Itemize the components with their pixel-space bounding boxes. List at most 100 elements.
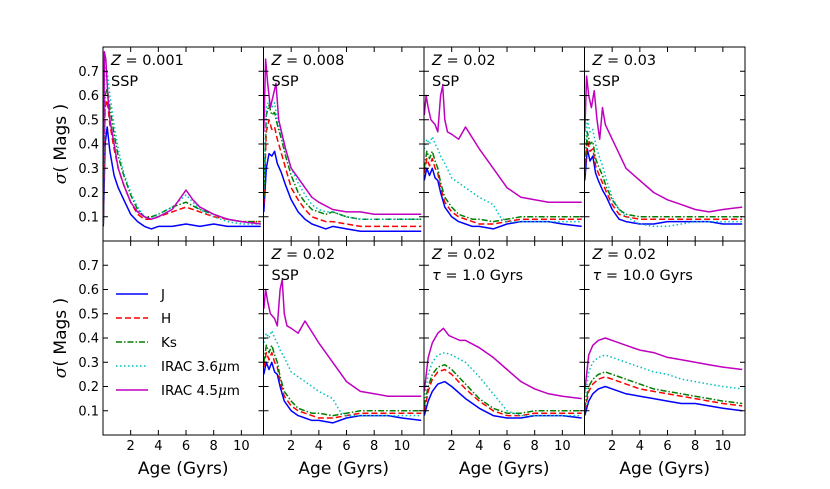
x-tick-label: 8 — [370, 439, 378, 454]
series-line-irac-4-5-m — [584, 337, 743, 392]
y-tick-label: 0.1 — [78, 210, 99, 225]
x-tick-label: 8 — [210, 439, 218, 454]
series-line-irac-4-5-m — [424, 85, 582, 203]
series-line-ks — [263, 344, 422, 417]
x-tick-label: 6 — [182, 439, 190, 454]
x-axis-label: Age (Gyrs) — [138, 459, 229, 479]
panel-5: 0.1 0.2 0.3 0.4 0.5 0.6 0.7 2 4 6 8 10 JH Ks IRAC 3.6μ… — [78, 240, 264, 454]
series-line-irac-4-5-m — [424, 327, 582, 400]
panel-metallicity-label: Z = 0.03 — [592, 53, 657, 69]
y-tick-label: 0.4 — [78, 138, 99, 153]
y-tick-label: 0.2 — [78, 380, 99, 395]
x-tick-label: 2 — [448, 439, 456, 454]
legend-entry: H — [161, 311, 171, 327]
panel-frame — [102, 240, 264, 436]
y-tick-label: 0.2 — [78, 186, 99, 201]
x-tick-label: 2 — [608, 439, 616, 454]
panel-7: 2 4 6 8 10 Z = 0.02 τ = 1.0 Gyrs — [423, 240, 585, 454]
series-line-h — [584, 138, 743, 220]
series-line-h — [584, 376, 743, 411]
series-line-j — [263, 361, 422, 424]
x-tick-label: 6 — [342, 439, 350, 454]
panel-model-label: SSP — [111, 74, 138, 90]
x-tick-label: 10 — [233, 439, 250, 454]
x-tick-label: 6 — [503, 439, 511, 454]
x-axis-label: Age (Gyrs) — [619, 459, 710, 479]
x-tick-label: 2 — [127, 439, 135, 454]
x-tick-label: 4 — [636, 439, 644, 454]
x-tick-label: 4 — [154, 439, 162, 454]
panel-1: 0.1 0.2 0.3 0.4 0.5 0.6 0.7 Z = 0.001 SSP — [78, 46, 264, 242]
panel-6: 2 4 6 8 10 Z = 0.02 SSP — [263, 240, 425, 454]
x-tick-label: 4 — [315, 439, 323, 454]
series-line-irac-4-5-m — [263, 58, 422, 216]
series-line-ks — [424, 363, 582, 414]
panel-metallicity-label: Z = 0.008 — [271, 53, 345, 69]
y-tick-label: 0.3 — [78, 356, 99, 371]
series-line-irac-4-5-m — [584, 75, 743, 213]
legend-entry: Ks — [161, 335, 177, 351]
panel-metallicity-label: Z = 0.02 — [271, 247, 336, 263]
series-line-irac-4-5-m — [263, 279, 422, 397]
panel-model-label: SSP — [272, 268, 299, 284]
y-axis-label: σ( Mags ) — [51, 104, 71, 184]
y-tick-label: 0.7 — [78, 65, 99, 80]
panel-model-label: τ = 1.0 Gyrs — [432, 268, 523, 284]
series-line-ks — [584, 131, 743, 218]
series-line-h — [424, 157, 582, 225]
y-tick-label: 0.1 — [78, 404, 99, 419]
series-line-ks — [263, 104, 422, 220]
panel-metallicity-label: Z = 0.001 — [110, 53, 184, 69]
x-tick-label: 10 — [394, 439, 411, 454]
panel-model-label: SSP — [272, 74, 299, 90]
y-tick-label: 0.4 — [78, 332, 99, 347]
series-line-irac-3-6-m — [424, 135, 582, 223]
x-axis-label: Age (Gyrs) — [459, 459, 550, 479]
series-line-j — [263, 150, 422, 233]
x-axis-label: Age (Gyrs) — [298, 459, 389, 479]
y-tick-label: 0.5 — [78, 113, 99, 128]
x-tick-label: 10 — [715, 439, 732, 454]
x-tick-label: 8 — [531, 439, 539, 454]
panel-3: Z = 0.02 SSP — [423, 46, 585, 242]
series-line-irac-3-6-m — [424, 351, 582, 417]
series-line-h — [424, 368, 582, 417]
panel-metallicity-label: Z = 0.02 — [431, 53, 496, 69]
series-line-irac-3-6-m — [263, 329, 422, 417]
x-tick-label: 4 — [475, 439, 483, 454]
panel-8: 2 4 6 8 10 Z = 0.02 τ = 10.0 Gyrs — [584, 240, 746, 454]
y-tick-label: 0.7 — [78, 259, 99, 274]
series-line-ks — [424, 150, 582, 223]
panel-4: Z = 0.03 SSP — [584, 46, 746, 242]
legend-entry: J — [160, 287, 165, 303]
legend-entry: IRAC 3.6μm — [161, 359, 240, 375]
series-line-ks — [584, 371, 743, 409]
series-line-ks — [103, 87, 261, 223]
series-line-irac-3-6-m — [263, 99, 422, 220]
y-axis-label: σ( Mags ) — [51, 298, 71, 378]
legend-entry: IRAC 4.5μm — [161, 383, 240, 399]
series-line-j — [103, 126, 261, 230]
series-line-irac-3-6-m — [584, 119, 743, 228]
panel-metallicity-label: Z = 0.02 — [592, 247, 657, 263]
series-line-irac-4-5-m — [103, 51, 261, 225]
legend: JH Ks IRAC 3.6μm IRAC 4.5μm — [116, 287, 240, 399]
x-tick-label: 2 — [287, 439, 295, 454]
x-tick-label: 6 — [663, 439, 671, 454]
panel-2: Z = 0.008 SSP — [263, 46, 425, 242]
series-line-j — [584, 148, 743, 225]
y-tick-label: 0.6 — [78, 89, 99, 104]
series-line-h — [263, 119, 422, 228]
y-tick-label: 0.5 — [78, 307, 99, 322]
x-tick-label: 8 — [691, 439, 699, 454]
y-tick-label: 0.6 — [78, 283, 99, 298]
y-tick-label: 0.3 — [78, 162, 99, 177]
panel-model-label: SSP — [432, 74, 459, 90]
series-line-j — [584, 385, 743, 416]
series-line-h — [263, 351, 422, 419]
panel-model-label: τ = 10.0 Gyrs — [593, 268, 693, 284]
series-line-j — [424, 380, 582, 419]
panel-metallicity-label: Z = 0.02 — [431, 247, 496, 263]
series-line-j — [424, 167, 582, 230]
